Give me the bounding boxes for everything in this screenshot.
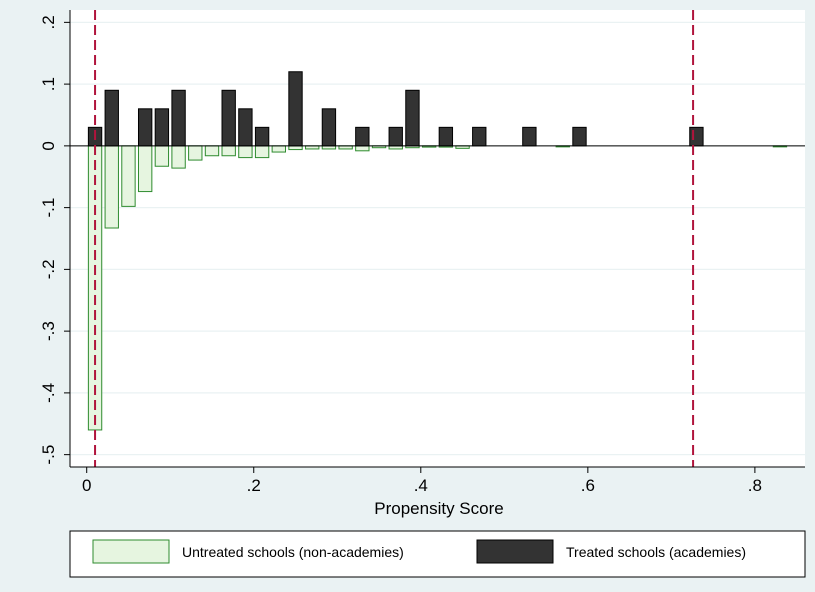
x-ticks: 0 .2 .4 .6 .8	[82, 467, 762, 495]
plot-area	[70, 10, 805, 467]
bar-untreated	[355, 145, 370, 152]
x-tick-label: .6	[581, 476, 595, 495]
axes	[69, 10, 805, 468]
bar-untreated	[238, 145, 253, 159]
treated-bars	[87, 71, 704, 147]
y-ticks: .2 .1 0 -.1 -.2 -.3 -.4 -.5	[39, 15, 70, 465]
y-tick-label: .2	[39, 15, 58, 29]
x-tick-label: .4	[414, 476, 428, 495]
legend-swatch-treated	[476, 539, 554, 564]
y-tick-label: -.3	[39, 321, 58, 341]
x-tick-label: .8	[748, 476, 762, 495]
legend-label-untreated: Untreated schools (non-academies)	[182, 544, 404, 560]
bar-untreated	[171, 145, 186, 169]
bar-treated	[522, 126, 537, 147]
x-axis-label: Propensity Score	[374, 499, 503, 518]
bar-treated	[321, 108, 337, 147]
bar-treated	[137, 108, 153, 147]
bar-treated	[472, 126, 487, 147]
legend-box	[69, 530, 806, 578]
bar-treated	[572, 126, 587, 147]
bar-treated	[288, 71, 303, 147]
legend-swatch-untreated	[92, 539, 170, 564]
bar-treated	[689, 126, 704, 147]
y-tick-label: -.5	[39, 445, 58, 465]
y-tick-label: -.2	[39, 259, 58, 279]
bar-treated	[171, 89, 186, 147]
bar-untreated	[104, 145, 119, 229]
legend-label-treated: Treated schools (academies)	[566, 544, 746, 560]
y-tick-label: .1	[39, 77, 58, 91]
bar-untreated	[221, 145, 236, 157]
bar-treated	[254, 126, 270, 147]
bar-untreated	[254, 145, 270, 159]
bar-treated	[388, 126, 403, 147]
bar-treated	[438, 126, 454, 147]
y-tick-label: 0	[39, 141, 58, 150]
x-tick-label: 0	[82, 476, 91, 495]
legend: Untreated schools (non-academies) Treate…	[69, 530, 806, 578]
x-tick-label: .2	[247, 476, 261, 495]
bar-treated	[104, 89, 119, 147]
bar-untreated	[137, 145, 153, 193]
bar-untreated	[154, 145, 170, 167]
bar-treated	[405, 89, 420, 147]
y-tick-label: -.4	[39, 383, 58, 403]
bar-treated	[355, 126, 370, 147]
bar-untreated	[188, 145, 203, 161]
bar-treated	[154, 108, 170, 147]
bar-untreated	[204, 145, 220, 157]
bar-untreated	[121, 145, 136, 207]
bar-treated	[238, 108, 253, 147]
bar-untreated	[288, 145, 303, 151]
reference-lines	[94, 10, 695, 467]
bar-treated	[221, 89, 236, 147]
bar-untreated	[271, 145, 286, 153]
untreated-bars	[87, 145, 788, 431]
y-tick-label: -.1	[39, 198, 58, 218]
